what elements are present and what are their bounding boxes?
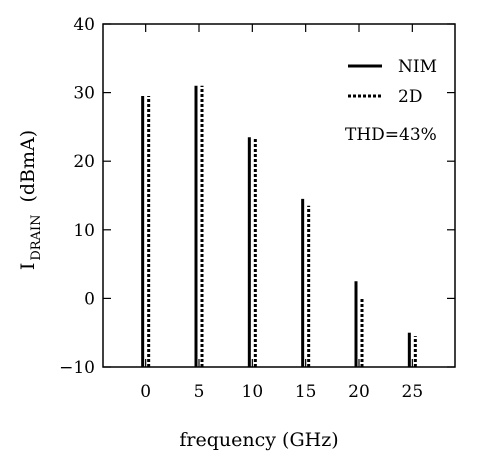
y-axis-title-main: I: [17, 263, 39, 271]
y-tick-label: 30: [73, 84, 95, 104]
x-tick-label: 20: [348, 382, 370, 402]
thd-annotation: THD=43%: [345, 125, 437, 145]
y-tick-label: −10: [59, 358, 95, 378]
legend-label-nim: NIM: [398, 57, 437, 77]
x-tick-label: 5: [194, 382, 205, 402]
x-tick-label: 15: [295, 382, 317, 402]
plot-frame: [102, 23, 456, 368]
x-axis-title: frequency (GHz): [179, 429, 338, 451]
axes-frame: [102, 23, 456, 368]
y-axis-title-unit: (dBmA): [17, 130, 39, 203]
legend-label-2d: 2D: [398, 87, 422, 107]
x-tick-label: 10: [242, 382, 264, 402]
legend: NIM 2D: [348, 57, 437, 107]
x-tick-label: 0: [140, 382, 151, 402]
y-tick-label: 10: [73, 221, 95, 241]
y-tick-label: 20: [73, 152, 95, 172]
y-axis-title: I DRAIN (dBmA): [17, 130, 44, 270]
y-tick-label: 40: [73, 15, 95, 35]
ticks-group: −10 0 10 20 30 40 0 5 10 15 20 25: [59, 15, 455, 402]
y-axis-title-sub: DRAIN: [29, 215, 44, 261]
x-tick-label: 25: [402, 382, 424, 402]
y-tick-label: 0: [84, 289, 95, 309]
bars-group: [141, 85, 417, 367]
